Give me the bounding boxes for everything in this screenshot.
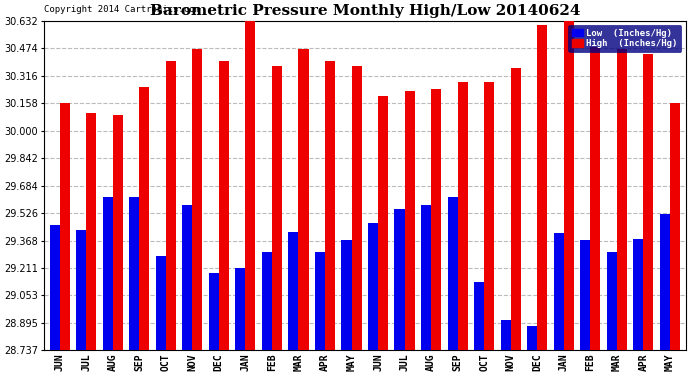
Bar <box>501 320 511 350</box>
Bar <box>59 103 70 350</box>
Bar <box>342 240 351 350</box>
Bar <box>421 206 431 350</box>
Bar <box>166 61 176 350</box>
Bar <box>139 87 149 350</box>
Bar <box>182 206 193 350</box>
Bar <box>219 61 229 350</box>
Bar <box>670 103 680 350</box>
Bar <box>112 115 123 350</box>
Bar <box>315 252 325 350</box>
Bar <box>235 268 246 350</box>
Bar <box>272 66 282 350</box>
Bar <box>86 113 97 350</box>
Bar <box>643 54 653 350</box>
Bar <box>129 197 139 350</box>
Bar <box>351 66 362 350</box>
Bar <box>103 197 112 350</box>
Title: Barometric Pressure Monthly High/Low 20140624: Barometric Pressure Monthly High/Low 201… <box>150 4 580 18</box>
Bar <box>288 232 299 350</box>
Bar <box>474 282 484 350</box>
Bar <box>564 20 574 350</box>
Bar <box>209 273 219 350</box>
Bar <box>156 256 166 350</box>
Bar <box>448 197 457 350</box>
Bar <box>484 82 494 350</box>
Bar <box>538 24 547 350</box>
Bar <box>262 252 272 350</box>
Bar <box>457 82 468 350</box>
Bar <box>395 209 404 350</box>
Bar <box>591 47 600 350</box>
Text: Copyright 2014 Cartronics.com: Copyright 2014 Cartronics.com <box>43 5 199 14</box>
Bar <box>404 91 415 350</box>
Bar <box>378 96 388 350</box>
Bar <box>299 49 308 350</box>
Bar <box>511 68 521 350</box>
Bar <box>580 240 591 350</box>
Bar <box>50 225 59 350</box>
Bar <box>617 49 627 350</box>
Bar <box>527 326 538 350</box>
Bar <box>607 252 617 350</box>
Bar <box>431 89 441 350</box>
Bar <box>193 49 202 350</box>
Legend: Low  (Inches/Hg), High  (Inches/Hg): Low (Inches/Hg), High (Inches/Hg) <box>569 25 681 52</box>
Bar <box>325 61 335 350</box>
Bar <box>553 233 564 350</box>
Bar <box>246 21 255 350</box>
Bar <box>660 214 670 350</box>
Bar <box>76 230 86 350</box>
Bar <box>633 238 643 350</box>
Bar <box>368 223 378 350</box>
